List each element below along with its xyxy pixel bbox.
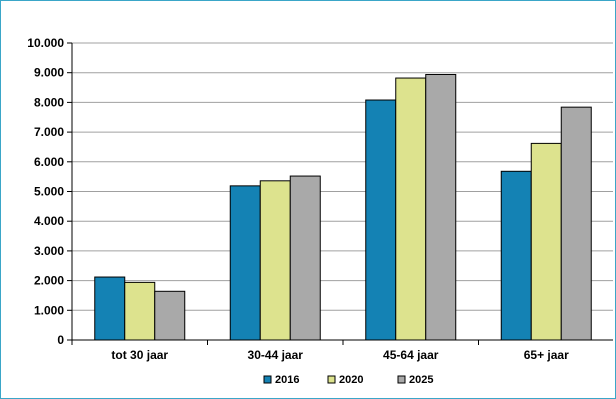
bars <box>94 73 592 341</box>
bar-2025-3 <box>560 106 592 341</box>
y-tick-label: 1.000 <box>34 303 64 317</box>
legend-label-2016: 2016 <box>275 374 299 386</box>
bar-2016-0 <box>94 276 126 341</box>
legend-label-2020: 2020 <box>339 374 363 386</box>
y-tick-label: 4.000 <box>34 214 64 228</box>
y-axis-ticks: 0 1.000 2.000 3.000 4.000 5.000 6.000 7.000 8.00… <box>27 36 72 347</box>
y-tick-label: 2.000 <box>34 274 64 288</box>
bar-2020-1 <box>259 180 291 341</box>
y-tick-label: 7.000 <box>34 125 64 139</box>
legend-swatch-2020 <box>327 375 336 384</box>
bar-2020-3 <box>530 142 562 341</box>
bar-2025-2 <box>425 73 457 341</box>
legend-swatch-2016 <box>263 375 272 384</box>
legend: 2016 2020 2025 <box>263 374 433 386</box>
bar-2020-2 <box>395 77 427 341</box>
y-tick-label: 8.000 <box>34 95 64 109</box>
x-axis-labels: tot 30 jaar 30-44 jaar 45-64 jaar 65+ jaar <box>111 348 569 362</box>
y-tick-label: 10.000 <box>27 36 64 50</box>
gridlines <box>72 42 613 311</box>
x-category-label: 45-64 jaar <box>383 348 439 362</box>
bar-2016-1 <box>229 185 261 341</box>
bar-2016-3 <box>500 170 532 341</box>
x-category-label: 65+ jaar <box>524 348 569 362</box>
y-tick-label: 5.000 <box>34 185 64 199</box>
legend-label-2025: 2025 <box>409 374 433 386</box>
bar-2025-0 <box>154 290 186 341</box>
bar-2016-2 <box>365 99 397 341</box>
x-category-label: tot 30 jaar <box>111 348 168 362</box>
bar-2025-1 <box>289 175 321 341</box>
axes <box>71 43 613 345</box>
y-tick-label: 0 <box>57 333 64 347</box>
bar-2020-0 <box>124 281 156 341</box>
y-tick-label: 3.000 <box>34 244 64 258</box>
legend-swatch-2025 <box>397 375 406 384</box>
y-tick-label: 9.000 <box>34 66 64 80</box>
x-category-label: 30-44 jaar <box>248 348 304 362</box>
y-tick-label: 6.000 <box>34 155 64 169</box>
